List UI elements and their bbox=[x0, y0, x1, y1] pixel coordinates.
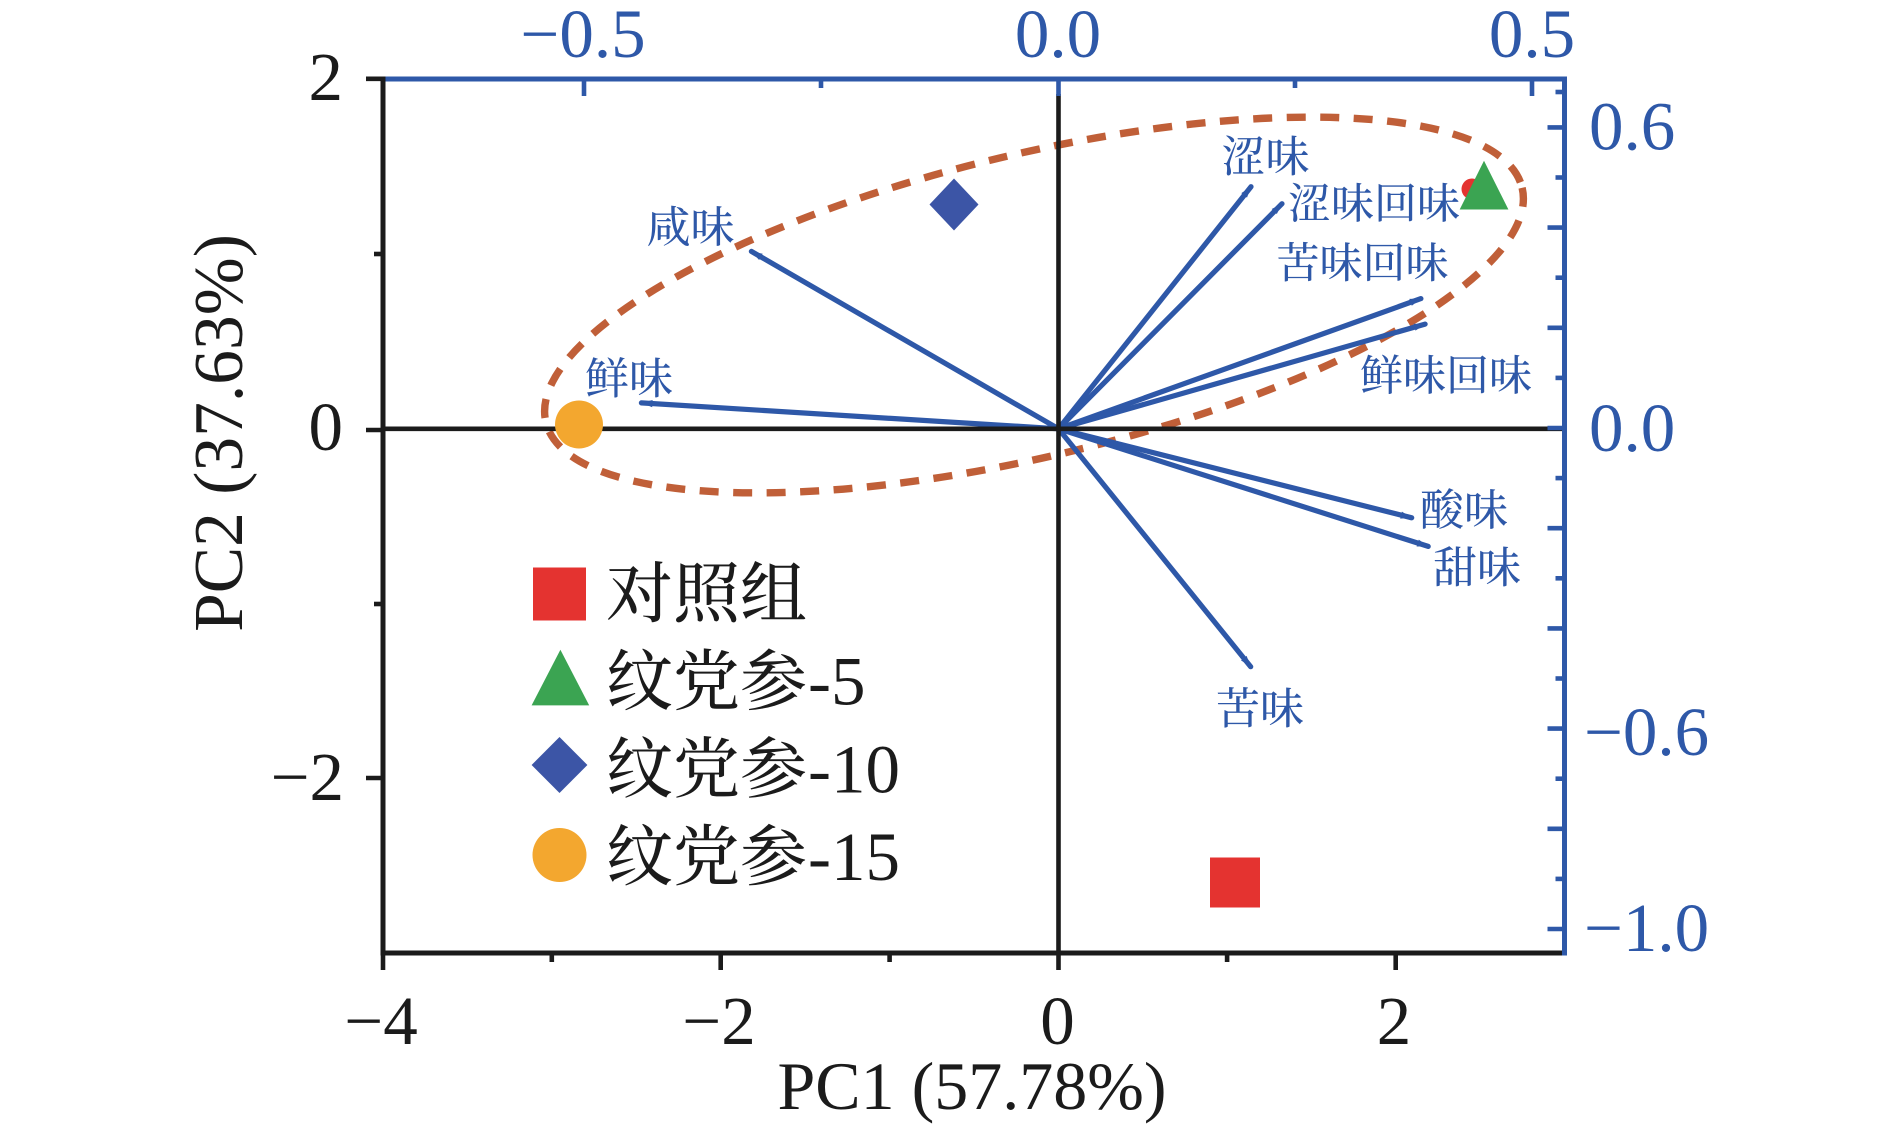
svg-text:0: 0 bbox=[309, 389, 344, 465]
svg-text:-15: -15 bbox=[808, 819, 900, 895]
svg-text:−4: −4 bbox=[344, 983, 417, 1059]
svg-text:2: 2 bbox=[309, 39, 344, 115]
svg-text:-5: -5 bbox=[808, 644, 865, 720]
svg-text:0.6: 0.6 bbox=[1589, 89, 1675, 165]
svg-text:−2: −2 bbox=[271, 739, 344, 815]
svg-text:−0.6: −0.6 bbox=[1584, 694, 1709, 770]
svg-text:-10: -10 bbox=[808, 731, 900, 807]
svg-text:PC2 (37.63%): PC2 (37.63%) bbox=[181, 234, 258, 632]
svg-text:0.0: 0.0 bbox=[1589, 390, 1675, 466]
svg-text:−0.5: −0.5 bbox=[520, 0, 645, 72]
svg-text:PC1 (57.78%): PC1 (57.78%) bbox=[777, 1048, 1166, 1124]
svg-text:0: 0 bbox=[1040, 983, 1075, 1059]
svg-text:0.5: 0.5 bbox=[1489, 0, 1575, 72]
svg-text:−1.0: −1.0 bbox=[1584, 890, 1709, 966]
svg-text:−2: −2 bbox=[682, 983, 755, 1059]
svg-text:2: 2 bbox=[1377, 983, 1412, 1059]
svg-text:0.0: 0.0 bbox=[1015, 0, 1101, 72]
